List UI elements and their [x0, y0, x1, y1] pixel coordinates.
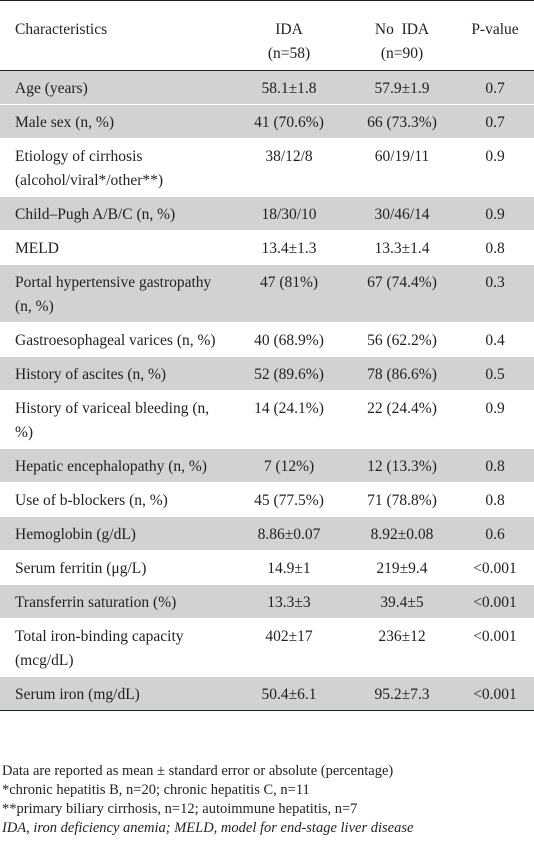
table-row: MELD 13.4±1.3 13.3±1.4 0.8 — [0, 230, 534, 265]
table-body: Age (years) 58.1±1.8 57.9±1.9 0.7 Male sex (… — [0, 70, 534, 711]
table-row: History of ascites (n, %) 52 (89.6%) 78 (8… — [0, 356, 534, 391]
row-label: Etiology of cirrhosis (alcohol/viral*/ot… — [0, 138, 230, 197]
ida-value: 40 (68.9%) — [230, 322, 348, 357]
no-ida-value: 95.2±7.3 — [348, 676, 456, 711]
no-ida-value: 236±12 — [348, 618, 456, 677]
no-ida-value: 39.4±5 — [348, 584, 456, 619]
p-value: 0.9 — [456, 196, 534, 231]
row-label: History of ascites (n, %) — [0, 356, 230, 391]
row-label: Age (years) — [0, 70, 230, 105]
row-label: Gastroesophageal varices (n, %) — [0, 322, 230, 357]
table-row: Age (years) 58.1±1.8 57.9±1.9 0.7 — [0, 70, 534, 105]
p-value: 0.8 — [456, 448, 534, 483]
ida-value: 13.3±3 — [230, 584, 348, 619]
row-label: Child–Pugh A/B/C (n, %) — [0, 196, 230, 231]
table-row: Hepatic encephalopathy (n, %) 7 (12%) 12 (… — [0, 448, 534, 483]
p-value: 0.4 — [456, 322, 534, 357]
header-ida: IDA (n=58) — [267, 21, 311, 62]
ida-value: 7 (12%) — [230, 448, 348, 483]
ida-value: 47 (81%) — [230, 264, 348, 323]
table-row: Male sex (n, %) 41 (70.6%) 66 (73.3%) 0.7 — [0, 104, 534, 139]
characteristics-table: Characteristics IDA (n=58) No IDA (n=90)… — [0, 8, 534, 711]
p-value: 0.7 — [456, 104, 534, 139]
header-characteristics: Characteristics — [15, 21, 108, 38]
no-ida-value: 56 (62.2%) — [348, 322, 456, 357]
no-ida-value: 219±9.4 — [348, 550, 456, 585]
ida-value: 50.4±6.1 — [230, 676, 348, 711]
no-ida-value: 66 (73.3%) — [348, 104, 456, 139]
ida-value: 402±17 — [230, 618, 348, 677]
no-ida-value: 60/19/11 — [348, 138, 456, 197]
row-label: Total iron-binding capacity (mcg/dL) — [0, 618, 230, 677]
table-row: Hemoglobin (g/dL) 8.86±0.07 8.92±0.08 0.6 — [0, 516, 534, 551]
ida-value: 8.86±0.07 — [230, 516, 348, 551]
table-row: Gastroesophageal varices (n, %) 40 (68.9%… — [0, 322, 534, 357]
table-row: History of variceal bleeding (n, %) 14 (2… — [0, 390, 534, 449]
table-row: Serum ferritin (μg/L) 14.9±1 219±9.4 <0.001 — [0, 550, 534, 585]
row-label: Male sex (n, %) — [0, 104, 230, 139]
ida-value: 41 (70.6%) — [230, 104, 348, 139]
no-ida-value: 13.3±1.4 — [348, 230, 456, 265]
table-header: Characteristics IDA (n=58) No IDA (n=90)… — [0, 8, 534, 71]
header-no-ida: No IDA (n=90) — [374, 21, 430, 62]
footnote-data-format: Data are reported as mean ± standard err… — [2, 763, 394, 779]
table-row: Use of b-blockers (n, %) 45 (77.5%) 71 (78… — [0, 482, 534, 517]
no-ida-value: 30/46/14 — [348, 196, 456, 231]
p-value: <0.001 — [456, 550, 534, 585]
row-label: Hemoglobin (g/dL) — [0, 516, 230, 551]
header-p-value: P-value — [471, 21, 519, 38]
ida-value: 58.1±1.8 — [230, 70, 348, 105]
table-row: Total iron-binding capacity (mcg/dL) 402±… — [0, 618, 534, 677]
p-value: <0.001 — [456, 584, 534, 619]
no-ida-value: 57.9±1.9 — [348, 70, 456, 105]
ida-value: 14.9±1 — [230, 550, 348, 585]
no-ida-value: 12 (13.3%) — [348, 448, 456, 483]
ida-value: 45 (77.5%) — [230, 482, 348, 517]
p-value: 0.6 — [456, 516, 534, 551]
ida-value: 14 (24.1%) — [230, 390, 348, 449]
table-notes: Data are reported as mean ± standard err… — [2, 762, 532, 838]
p-value: 0.8 — [456, 482, 534, 517]
p-value: <0.001 — [456, 618, 534, 677]
footnote-viral: *chronic hepatitis B, n=20; chronic hepa… — [2, 782, 310, 798]
no-ida-value: 22 (24.4%) — [348, 390, 456, 449]
ida-value: 13.4±1.3 — [230, 230, 348, 265]
table-row: Child–Pugh A/B/C (n, %) 18/30/10 30/46/14 0… — [0, 196, 534, 231]
abbreviations: IDA, iron deficiency anemia; MELD, model… — [2, 820, 414, 836]
footnote-other: **primary biliary cirrhosis, n=12; autoi… — [2, 801, 358, 817]
no-ida-value: 67 (74.4%) — [348, 264, 456, 323]
no-ida-value: 78 (86.6%) — [348, 356, 456, 391]
p-value: 0.9 — [456, 138, 534, 197]
p-value: 0.9 — [456, 390, 534, 449]
ida-value: 18/30/10 — [230, 196, 348, 231]
row-label: Hepatic encephalopathy (n, %) — [0, 448, 230, 483]
table-row: Serum iron (mg/dL) 50.4±6.1 95.2±7.3 <0.001 — [0, 676, 534, 711]
row-label: Serum iron (mg/dL) — [0, 676, 230, 711]
table-row: Portal hypertensive gastropathy (n, %) 47… — [0, 264, 534, 323]
table-row: Transferrin saturation (%) 13.3±3 39.4±5 <0… — [0, 584, 534, 619]
top-rule — [0, 0, 534, 1]
row-label: Use of b-blockers (n, %) — [0, 482, 230, 517]
row-label: MELD — [0, 230, 230, 265]
p-value: <0.001 — [456, 676, 534, 711]
ida-value: 38/12/8 — [230, 138, 348, 197]
no-ida-value: 8.92±0.08 — [348, 516, 456, 551]
no-ida-value: 71 (78.8%) — [348, 482, 456, 517]
row-label: History of variceal bleeding (n, %) — [0, 390, 230, 449]
table-row: Etiology of cirrhosis (alcohol/viral*/ot… — [0, 138, 534, 197]
p-value: 0.7 — [456, 70, 534, 105]
p-value: 0.5 — [456, 356, 534, 391]
p-value: 0.3 — [456, 264, 534, 323]
row-label: Serum ferritin (μg/L) — [0, 550, 230, 585]
ida-value: 52 (89.6%) — [230, 356, 348, 391]
p-value: 0.8 — [456, 230, 534, 265]
row-label: Transferrin saturation (%) — [0, 584, 230, 619]
row-label: Portal hypertensive gastropathy (n, %) — [0, 264, 230, 323]
